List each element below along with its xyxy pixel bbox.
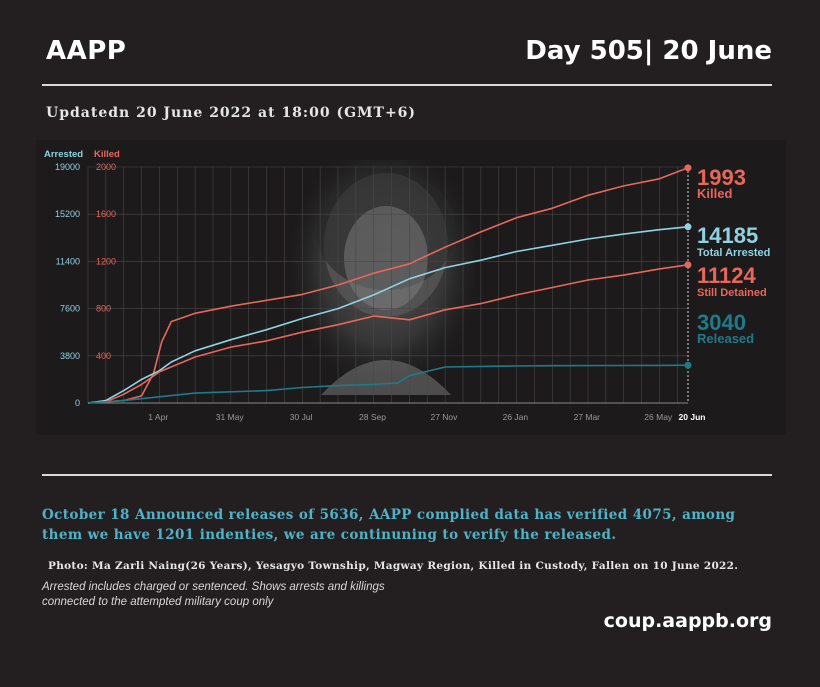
middle-divider — [42, 474, 772, 476]
portrait-photo — [291, 160, 476, 395]
series-end-point — [684, 164, 692, 172]
x-tick-label: 1 Apr — [148, 412, 168, 422]
series-value-label: 1993 — [697, 165, 746, 190]
arrested-axis-labels: 19000 15200 11400 7600 3800 0 — [55, 162, 80, 408]
killed-tick-label: 1200 — [96, 256, 116, 266]
x-tick-label: 28 Sep — [359, 412, 386, 422]
brand-title: AAPP — [46, 36, 127, 66]
killed-tick-label: 800 — [96, 304, 111, 314]
series-line-released — [87, 364, 689, 404]
x-tick-label: 27 Nov — [430, 412, 458, 422]
series-end-point — [684, 223, 692, 231]
arrested-tick-label: 11400 — [56, 256, 80, 266]
series-value-label: 3040 — [697, 310, 746, 335]
killed-tick-label: 2000 — [96, 162, 116, 172]
photo-caption: Photo: Ma Zarli Naing(26 Years), Yesagyo… — [48, 560, 739, 572]
day-counter: Day 505| 20 June — [525, 36, 772, 66]
arrested-tick-label: 19000 — [55, 162, 80, 172]
arrested-tick-label: 15200 — [55, 209, 80, 219]
series-lines — [87, 164, 692, 404]
right-axis-title: Killed — [94, 149, 120, 160]
x-tick-label: 26 Jan — [503, 412, 529, 422]
series-end-point — [684, 361, 692, 369]
release-announcement: October 18 Announced releases of 5636, A… — [42, 507, 736, 543]
chart-footnote: Arrested includes charged or sentenced. … — [42, 581, 385, 608]
series-name-label: Total Arrested — [697, 247, 770, 259]
x-axis-labels: 1 Apr 31 May 30 Jul 28 Sep 27 Nov 26 Jan 27 Ma… — [148, 412, 705, 422]
series-value-label: 11124 — [697, 263, 757, 288]
x-tick-label: 27 Mar — [574, 412, 601, 422]
series-value-label: 14185 — [697, 223, 758, 248]
killed-tick-label: 400 — [96, 351, 111, 361]
series-name-label: Killed — [697, 186, 732, 201]
arrested-tick-label: 0 — [75, 398, 80, 408]
x-tick-label: 31 May — [216, 412, 245, 422]
arrested-tick-label: 7600 — [60, 304, 80, 314]
chart-grid — [87, 166, 689, 404]
series-end-point — [684, 261, 692, 269]
series-name-label: Still Detained — [697, 287, 767, 299]
series-line-killed — [87, 167, 689, 404]
timeline-chart: Arrested Killed 19000 15200 11400 7600 3800 0… — [36, 140, 786, 435]
killed-axis-labels: 2000 1600 1200 800 400 — [96, 162, 116, 361]
x-tick-label: 20 Jun — [679, 412, 706, 422]
x-tick-label: 30 Jul — [290, 412, 313, 422]
top-divider — [42, 84, 772, 86]
left-axis-title: Arrested — [44, 149, 83, 160]
killed-tick-label: 1600 — [96, 209, 116, 219]
x-tick-label: 26 May — [644, 412, 673, 422]
series-line-still-detained — [87, 264, 689, 404]
series-line-total-arrested — [87, 226, 689, 404]
website-link[interactable]: coup.aappb.org — [603, 610, 772, 632]
arrested-tick-label: 3800 — [60, 351, 80, 361]
series-name-label: Released — [697, 331, 754, 346]
updated-timestamp: Updatedn 20 June 2022 at 18:00 (GMT+6) — [46, 105, 417, 121]
